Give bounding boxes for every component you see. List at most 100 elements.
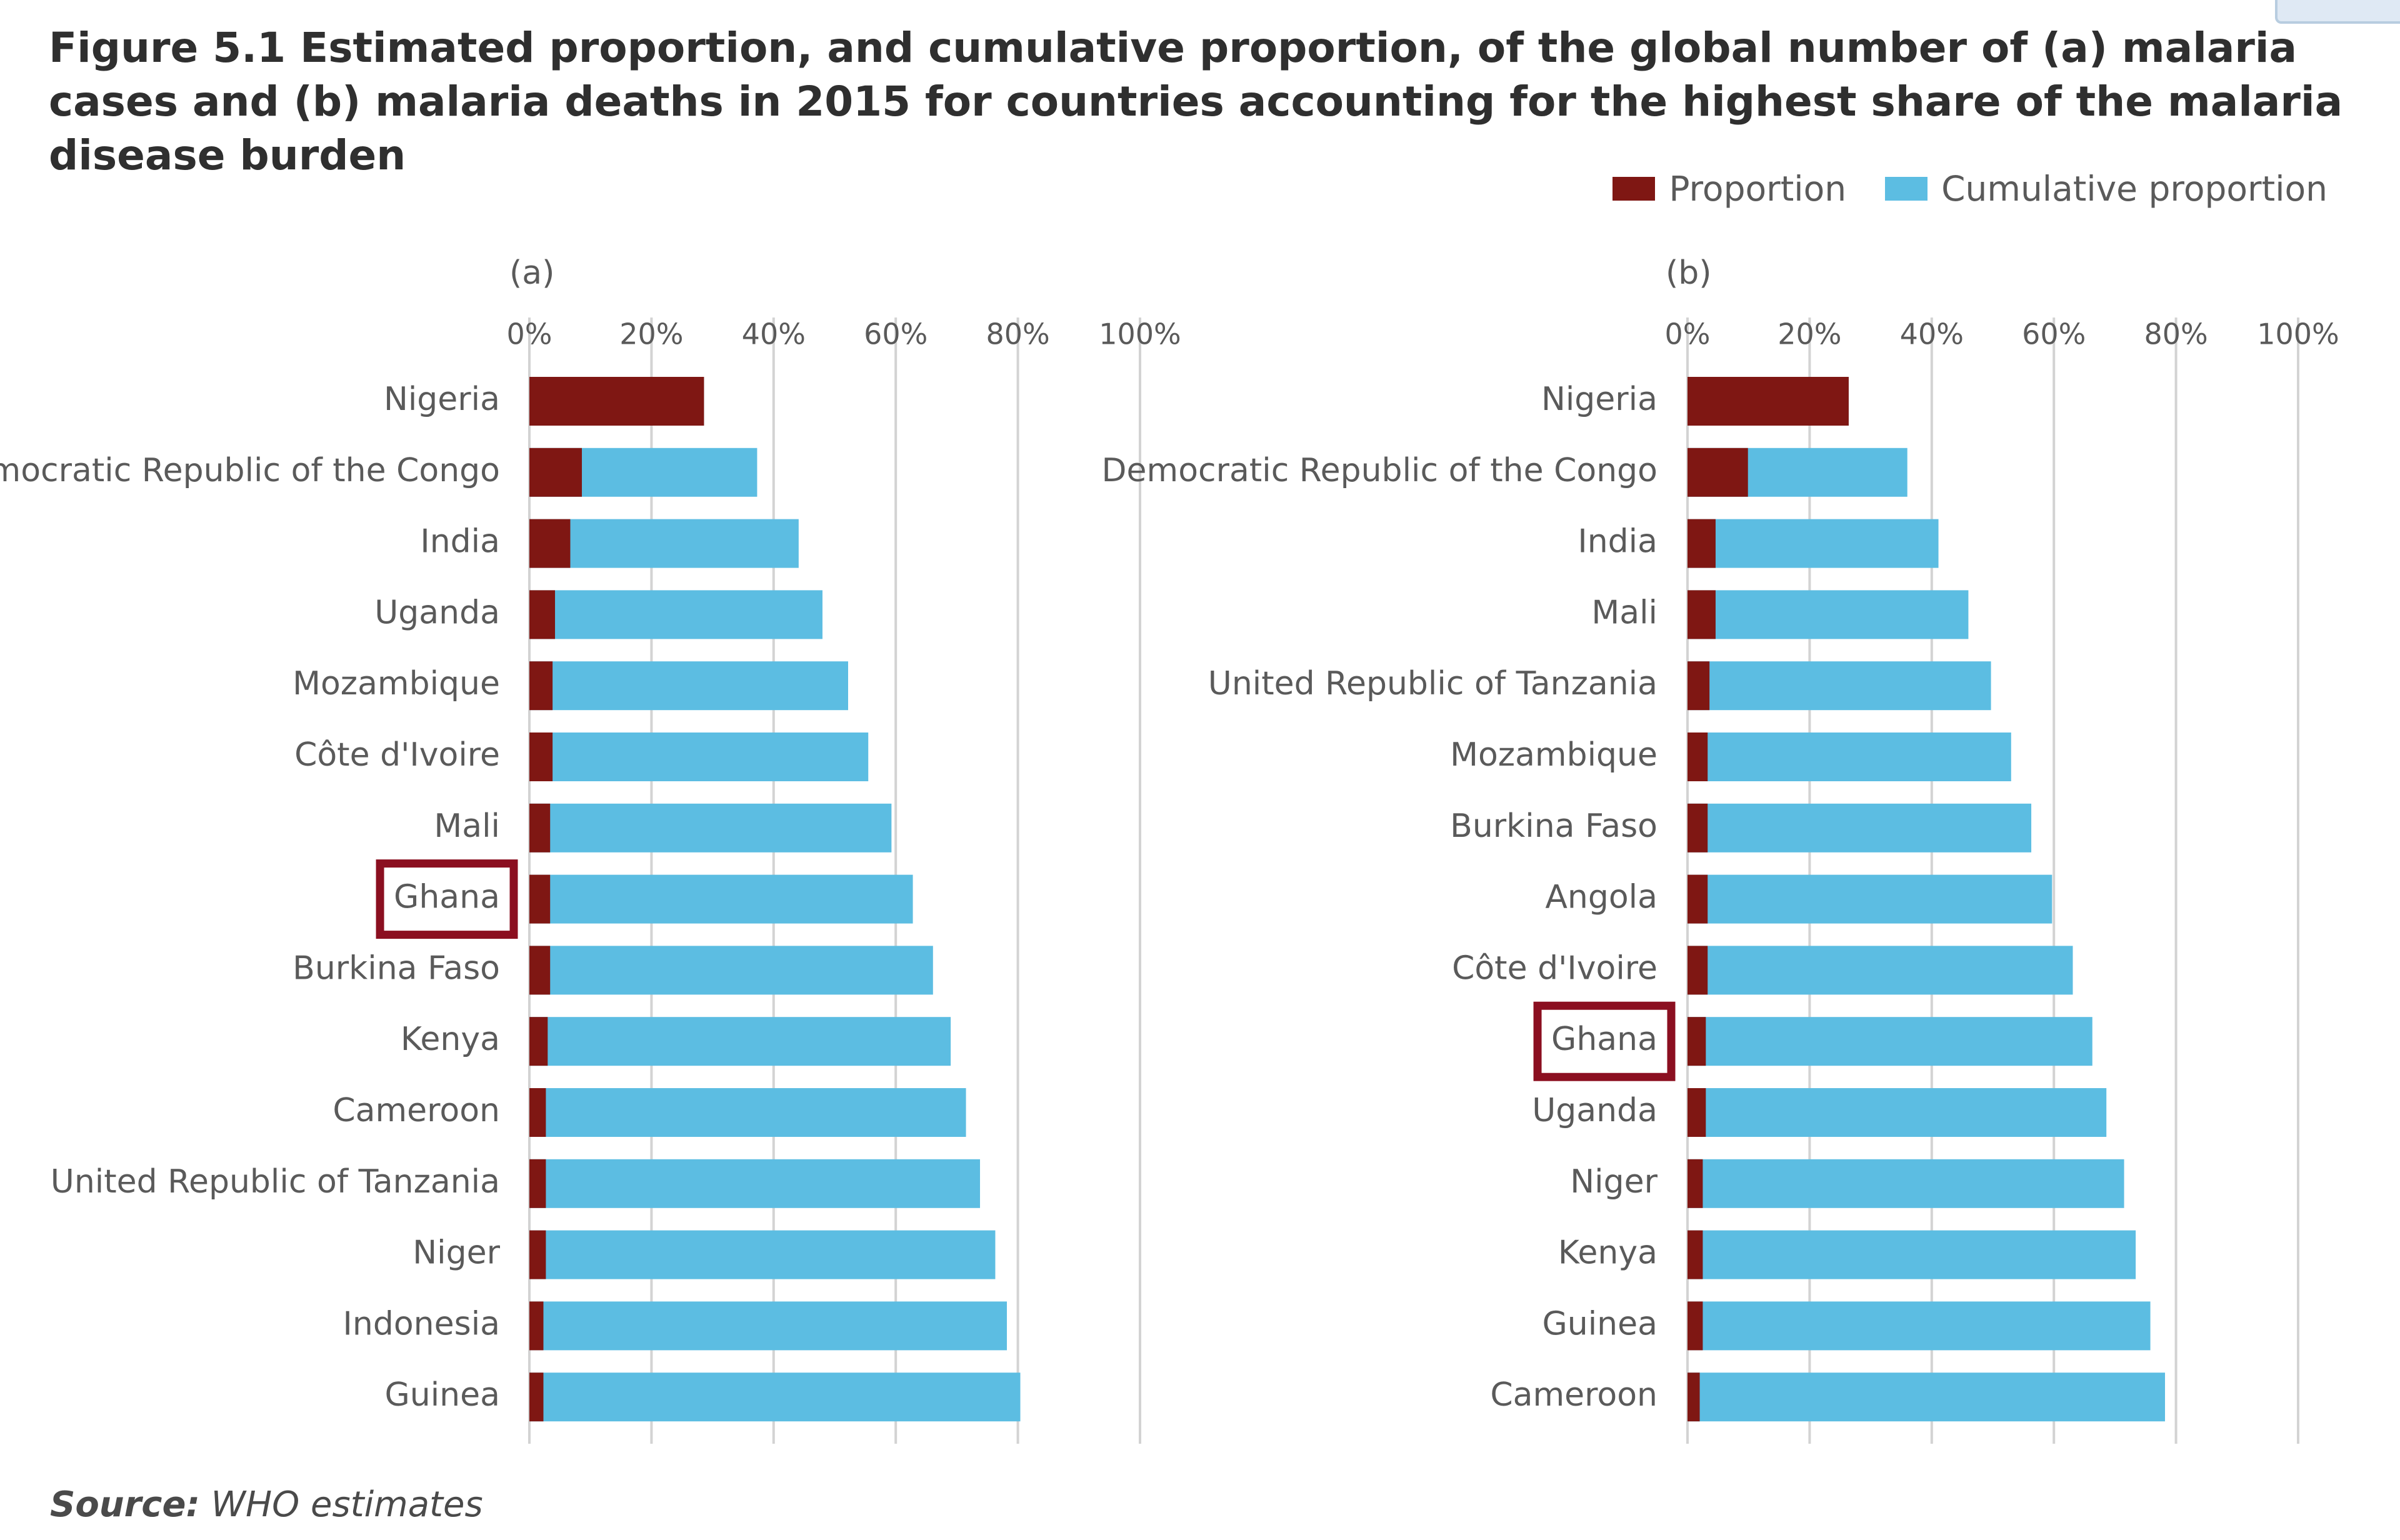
figure-title: Figure 5.1 Estimated proportion, and cum…: [49, 24, 2343, 179]
panel-b-bar-proportion: [1688, 661, 1710, 711]
panel-b-category-label: Mozambique: [1450, 736, 1658, 774]
panel-b-category-label: Democratic Republic of the Congo: [1102, 452, 1658, 489]
panel-b-bar-proportion: [1688, 590, 1716, 639]
panel-a-bar-proportion: [529, 874, 551, 924]
source-text: WHO estimates: [211, 1484, 483, 1525]
panel-a-category-label: Niger: [412, 1234, 500, 1272]
panel-a-bar-proportion: [529, 519, 571, 568]
panel-b-bar-proportion: [1688, 803, 1708, 852]
panel-a-bar-proportion: [529, 448, 582, 497]
panel-a-category-label: Democratic Republic of the Congo: [0, 452, 500, 489]
panel-a-tick-label: 20%: [619, 318, 683, 351]
panel-a-bar-cumulative: [529, 874, 913, 924]
panel-b-bar-proportion: [1688, 1159, 1703, 1208]
panel-b-bar-cumulative: [1688, 874, 2052, 924]
panel-b-bar-cumulative: [1688, 1088, 2107, 1137]
panel-b-bar-proportion: [1688, 732, 1708, 781]
panel-a-category-label: Côte d'Ivoire: [294, 736, 500, 774]
panel-b-bar-cumulative: [1688, 1301, 2151, 1351]
panel-a-tick-label: 60%: [864, 318, 928, 351]
panel-b-bar-cumulative: [1688, 946, 2073, 995]
panel-a-bar-proportion: [529, 946, 551, 995]
panel-b-tick-label: 80%: [2144, 318, 2208, 351]
panel-b-category-label: Kenya: [1558, 1234, 1658, 1272]
panel-a-tick-label: 40%: [742, 318, 806, 351]
panel-b-category-label: Uganda: [1532, 1092, 1658, 1129]
panel-b-category-label: United Republic of Tanzania: [1208, 665, 1658, 702]
panel-b-highlight-box: [1533, 1001, 1676, 1081]
panel-b-category-label: Cameroon: [1490, 1376, 1658, 1414]
source-note: Source: WHO estimates: [50, 1484, 483, 1525]
panel-b-category-label: Angola: [1545, 879, 1658, 916]
panel-a-bar-proportion: [529, 1372, 544, 1422]
legend: Proportion Cumulative proportion: [1612, 169, 2328, 209]
panel-b-category-label: India: [1578, 523, 1658, 561]
panel-a-category-label: Mozambique: [292, 665, 500, 702]
panel-b-bar-proportion: [1688, 519, 1716, 568]
legend-label-proportion: Proportion: [1669, 169, 1847, 209]
panel-b-bar-proportion: [1688, 1301, 1703, 1351]
panel-b-category-label: Ghana: [1551, 1021, 1658, 1058]
panel-b-bar-proportion: [1688, 874, 1708, 924]
panel-b-bar-cumulative: [1688, 590, 1969, 639]
panel-a-bar-proportion: [529, 1301, 544, 1351]
panel-a-bar-cumulative: [529, 590, 822, 639]
panel-b-tick-label: 20%: [1778, 318, 1841, 351]
panel-b-category-label: Mali: [1591, 594, 1658, 631]
panel-b-bar-proportion: [1688, 1372, 1700, 1422]
panel-a-category-label: Ghana: [394, 879, 500, 916]
panel-a-bar-cumulative: [529, 946, 933, 995]
panel-a-category-label: Burkina Faso: [292, 949, 500, 987]
panel-b-tick-label: 0%: [1665, 318, 1711, 351]
panel-a-tick-label: 80%: [986, 318, 1049, 351]
panel-b-bar-cumulative: [1688, 661, 1991, 711]
panel-a-bar-cumulative: [529, 1372, 1021, 1422]
panel-b-bar-cumulative: [1688, 1159, 2124, 1208]
panel-a-bar-proportion: [529, 1159, 546, 1208]
panel-a-category-label: India: [420, 523, 500, 561]
panel-a-bar-proportion: [529, 732, 553, 781]
panel-a-highlight-box: [376, 859, 518, 939]
panel-a-bar-cumulative: [529, 1230, 996, 1279]
panel-a-label: (a): [509, 254, 554, 292]
panel-a-bar-cumulative: [529, 1017, 951, 1066]
panel-a-category-label: Indonesia: [343, 1305, 500, 1342]
panel-b-bar-proportion: [1688, 1017, 1706, 1066]
panel-b-category-label: Nigeria: [1541, 381, 1658, 418]
panel-a-bar-proportion: [529, 1230, 546, 1279]
panel-a-bar-proportion: [529, 1017, 548, 1066]
panel-b-bar-proportion: [1688, 377, 1849, 426]
panel-a-bar-cumulative: [529, 661, 848, 711]
panel-a-bar-cumulative: [529, 1088, 966, 1137]
panel-b-bar-cumulative: [1688, 1230, 2136, 1279]
panel-a-bar-cumulative: [529, 519, 799, 568]
panel-b-bar-proportion: [1688, 1230, 1703, 1279]
panel-b-bar-cumulative: [1688, 1017, 2092, 1066]
legend-swatch-cumulative: [1885, 177, 1928, 201]
panel-a-bar-cumulative: [529, 1301, 1008, 1351]
panel-b-category-label: Burkina Faso: [1450, 808, 1658, 845]
legend-label-cumulative: Cumulative proportion: [1941, 169, 2328, 209]
panel-b-bar-cumulative: [1688, 732, 2011, 781]
panel-a-category-label: Cameroon: [332, 1092, 500, 1129]
panel-a-bar-cumulative: [529, 803, 892, 852]
panel-b-bar-proportion: [1688, 946, 1708, 995]
panel-a-bar-proportion: [529, 377, 704, 426]
panel-b-label: (b): [1666, 254, 1712, 292]
panel-b-tick-label: 100%: [2257, 318, 2339, 351]
panel-a-category-label: Kenya: [401, 1021, 500, 1058]
legend-item-proportion: Proportion: [1612, 169, 1846, 209]
panel-b-bar-proportion: [1688, 1088, 1706, 1137]
panel-a-category-label: Uganda: [374, 594, 500, 631]
panel-a-tick-label: 0%: [507, 318, 552, 351]
panel-b-tick-label: 40%: [1900, 318, 1964, 351]
panel-a-bar-proportion: [529, 1088, 546, 1137]
source-label: Source:: [50, 1484, 200, 1525]
panel-a-category-label: Mali: [434, 808, 500, 845]
panel-a-bar-proportion: [529, 661, 553, 711]
panel-a-category-label: United Republic of Tanzania: [51, 1163, 500, 1201]
panel-a-tick-label: 100%: [1099, 318, 1181, 351]
panel-b-bar-cumulative: [1688, 519, 1939, 568]
legend-item-cumulative: Cumulative proportion: [1885, 169, 2328, 209]
legend-swatch-proportion: [1612, 177, 1656, 201]
